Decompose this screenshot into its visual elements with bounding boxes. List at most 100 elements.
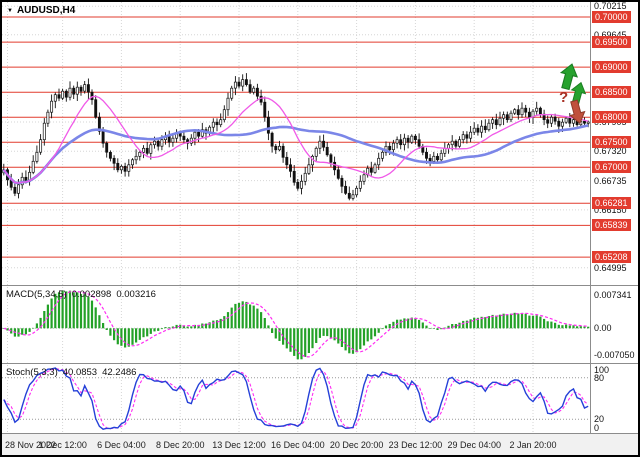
macd-bar (164, 327, 167, 329)
macd-bar (230, 307, 233, 329)
macd-bar (241, 301, 244, 329)
time-axis-label: 1 Dec 12:00 (38, 440, 87, 450)
stoch-name: Stoch(5,3,3) (6, 367, 58, 378)
macd-bar (138, 328, 141, 340)
candle-body (134, 155, 138, 161)
macd-bar (399, 319, 402, 329)
candle-body (458, 139, 461, 147)
macd-bar (462, 320, 465, 329)
macd-bar (94, 307, 97, 329)
macd-bar (90, 300, 94, 329)
macd-bar (186, 326, 189, 329)
macd-bar (576, 326, 579, 329)
macd-bar (418, 319, 421, 329)
candle-body (57, 94, 61, 99)
macd-bar (175, 324, 178, 329)
candle-body (171, 137, 175, 143)
candle-body (42, 122, 46, 141)
candle-body (270, 132, 274, 147)
macd-bar (6, 328, 9, 331)
macd-bar (524, 313, 527, 329)
price-level-badge: 0.68500 (592, 85, 631, 98)
candle-body (222, 109, 226, 121)
candle-body (509, 112, 513, 121)
candle-body (13, 186, 17, 194)
up-arrow-icon (559, 63, 579, 91)
price-axis-label: 0.70215 (594, 1, 627, 12)
macd-bar (285, 328, 288, 349)
macd-bar (278, 328, 281, 341)
macd-bar (39, 317, 42, 329)
macd-bar (46, 304, 49, 329)
macd-name: MACD(5,34,5) (6, 289, 67, 300)
candle-body (535, 107, 539, 112)
candle-body (289, 164, 292, 172)
candle-body (527, 111, 531, 118)
candle-body (450, 140, 454, 146)
price-level-badge: 0.66281 (592, 196, 631, 209)
candle-body (447, 144, 450, 149)
macd-bar (340, 328, 343, 347)
macd-bar (546, 321, 549, 329)
macd-bar (359, 328, 362, 350)
candle-body (219, 119, 223, 126)
macd-bar (149, 328, 152, 334)
candle-body (413, 135, 417, 141)
candle-body (572, 119, 575, 124)
candle-body (406, 137, 410, 143)
candle-body (138, 151, 142, 157)
macd-bar (539, 316, 542, 329)
macd-bar (98, 315, 101, 329)
macd-bar (362, 328, 366, 346)
macd-bar (587, 326, 590, 329)
macd-bar (447, 325, 450, 329)
macd-bar (24, 328, 27, 335)
macd-bar (326, 328, 329, 337)
macd-bar (83, 294, 86, 329)
macd-bar (293, 328, 296, 356)
price-axis-label: 0.66150 (594, 204, 627, 215)
candle-body (564, 117, 568, 123)
macd-bar (436, 328, 439, 330)
macd-bar (32, 327, 35, 329)
macd-bar (469, 319, 472, 329)
candle-body (568, 117, 572, 124)
candle-body (263, 101, 267, 118)
candle-body (520, 107, 524, 116)
symbol-legend: ▼ AUDUSD,H4 (7, 5, 75, 16)
price-level-badge: 0.69000 (592, 60, 631, 73)
macd-axis-max: 0.007341 (594, 290, 632, 300)
candles-layer (2, 73, 590, 201)
candle-body (90, 91, 94, 101)
candle-body (197, 131, 201, 137)
macd-bar (322, 328, 325, 336)
candle-body (476, 127, 480, 133)
macd-bar (146, 328, 149, 337)
macd-bar (480, 316, 483, 329)
macd-bar (131, 328, 134, 345)
candle-body (86, 84, 90, 93)
symbol-label: AUDUSD,H4 (16, 5, 76, 16)
macd-bar (79, 294, 83, 329)
macd-bar (414, 318, 417, 329)
candle-body (417, 139, 421, 147)
macd-bar (21, 328, 24, 335)
candle-body (193, 131, 197, 139)
candle-body (425, 151, 428, 159)
macd-bar (190, 326, 193, 329)
candle-body (230, 87, 234, 99)
candle-body (373, 164, 377, 173)
macd-axis-zero: 0.00 (594, 323, 612, 334)
macd-bar (407, 318, 410, 329)
price-axis-label: 0.66735 (594, 175, 627, 186)
macd-bar (348, 328, 351, 354)
macd-bar (28, 328, 31, 332)
macd-bar (260, 312, 263, 329)
candle-body (215, 121, 219, 126)
price-levels (2, 16, 590, 258)
price-axis-label: 0.67320 (594, 146, 627, 157)
macd-bar (65, 291, 68, 329)
candle-body (119, 165, 123, 171)
